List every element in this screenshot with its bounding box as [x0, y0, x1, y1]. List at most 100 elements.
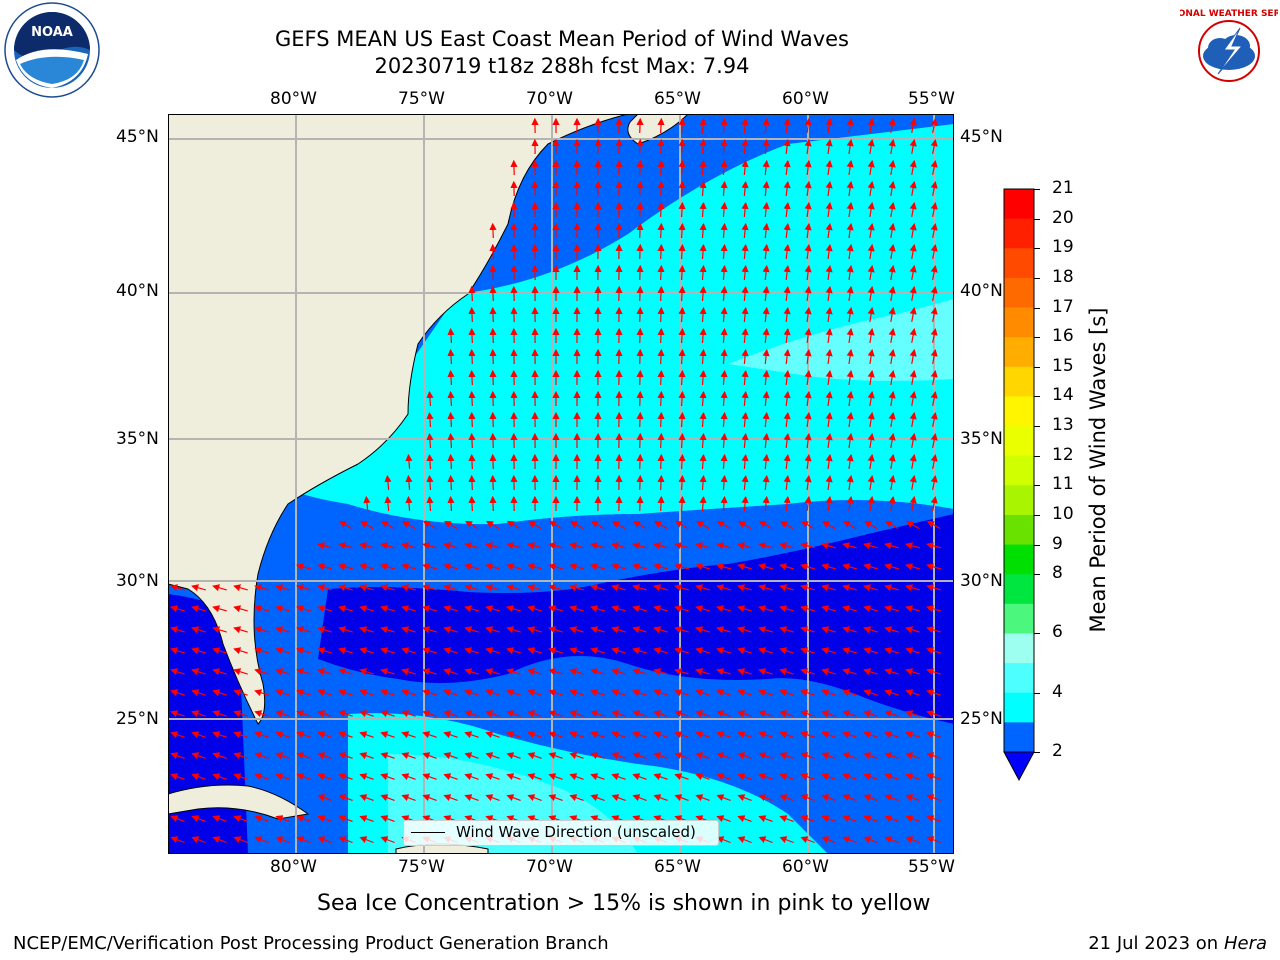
wave-direction-arrow	[275, 605, 290, 613]
wave-direction-arrow	[779, 773, 794, 781]
wave-direction-arrow	[821, 752, 836, 760]
wave-direction-arrow	[275, 626, 290, 634]
wave-direction-arrow	[779, 731, 794, 739]
wave-direction-arrow	[699, 138, 707, 155]
wave-direction-arrow	[317, 626, 332, 634]
wave-direction-arrow	[254, 668, 269, 676]
colorbar-band	[1004, 455, 1034, 486]
wave-direction-arrow	[926, 794, 941, 802]
wave-direction-arrow	[632, 773, 647, 781]
wave-direction-arrow	[720, 222, 728, 239]
wave-direction-arrow	[779, 752, 794, 760]
wave-direction-arrow	[468, 369, 476, 386]
wave-direction-arrow	[212, 731, 227, 739]
wave-direction-arrow	[548, 542, 563, 550]
wave-direction-arrow	[909, 285, 917, 301]
lat-tick-right-45n: 45°N	[960, 127, 1003, 147]
lat-tick-left-40n: 40°N	[116, 281, 159, 301]
wave-direction-arrow	[233, 731, 248, 739]
wave-direction-arrow	[191, 815, 206, 823]
wave-direction-arrow	[825, 201, 833, 218]
wave-direction-arrow	[590, 710, 605, 718]
wave-direction-arrow	[888, 390, 896, 407]
wave-direction-arrow	[212, 815, 227, 823]
wave-direction-arrow	[380, 836, 395, 844]
wave-direction-arrow	[254, 815, 269, 823]
wave-direction-arrow	[825, 285, 833, 302]
wave-direction-arrow	[632, 668, 647, 676]
wave-direction-arrow	[338, 668, 353, 676]
wave-direction-arrow	[233, 752, 248, 760]
wave-direction-arrow	[867, 411, 875, 428]
wave-direction-arrow	[863, 773, 878, 781]
wave-direction-arrow	[653, 563, 668, 571]
wave-direction-arrow	[254, 626, 269, 634]
wave-direction-arrow	[443, 605, 458, 613]
wave-direction-arrow	[489, 348, 497, 365]
wave-direction-arrow	[825, 117, 833, 134]
wave-direction-arrow	[527, 731, 542, 739]
wave-direction-arrow	[447, 474, 455, 491]
wave-direction-arrow	[191, 773, 206, 781]
wave-direction-arrow	[867, 138, 875, 155]
wave-direction-arrow	[678, 327, 686, 344]
wave-direction-arrow	[695, 710, 710, 718]
wave-direction-arrow	[548, 520, 563, 530]
wave-direction-arrow	[720, 201, 728, 218]
wave-direction-arrow	[527, 520, 542, 530]
wave-direction-arrow	[443, 668, 458, 676]
wave-direction-arrow	[762, 159, 770, 176]
wave-direction-arrow	[695, 752, 710, 760]
colorbar-band	[1004, 366, 1034, 397]
wave-direction-arrow	[506, 731, 521, 739]
wave-direction-arrow	[905, 542, 920, 550]
wave-direction-arrow	[338, 731, 353, 739]
lon-tick-top-80w: 80°W	[270, 89, 317, 109]
wave-direction-arrow	[821, 626, 836, 634]
wave-direction-arrow	[888, 243, 896, 260]
wave-direction-arrow	[930, 474, 938, 490]
wave-direction-arrow	[359, 668, 374, 676]
wave-direction-arrow	[909, 390, 917, 406]
wave-direction-arrow	[653, 584, 668, 592]
wave-direction-arrow	[783, 138, 791, 155]
wave-direction-arrow	[384, 495, 392, 512]
wave-direction-arrow	[464, 626, 479, 634]
wave-direction-arrow	[548, 626, 563, 634]
wave-direction-arrow	[338, 752, 353, 760]
wave-direction-arrow	[422, 605, 437, 613]
wave-direction-arrow	[888, 138, 896, 155]
wave-direction-arrow	[846, 348, 854, 365]
wave-direction-arrow	[527, 542, 542, 550]
wave-direction-arrow	[821, 794, 836, 802]
wave-direction-arrow	[359, 731, 374, 739]
colorbar-label: Mean Period of Wind Waves [s]	[1086, 307, 1110, 633]
wave-direction-arrow	[695, 542, 710, 550]
wave-direction-arrow	[674, 710, 689, 718]
wave-direction-arrow	[720, 474, 728, 491]
wave-direction-arrow	[657, 201, 665, 218]
wave-direction-arrow	[699, 348, 707, 365]
wave-direction-arrow	[930, 390, 938, 406]
wave-direction-arrow	[338, 563, 353, 571]
wave-direction-arrow	[233, 773, 248, 781]
wave-direction-arrow	[338, 647, 353, 655]
wave-direction-arrow	[674, 563, 689, 571]
wave-direction-arrow	[699, 432, 707, 449]
colorbar-tick-mark	[1034, 277, 1040, 279]
wave-direction-arrow	[170, 605, 185, 613]
wave-direction-arrow	[506, 520, 521, 530]
wave-direction-arrow	[888, 474, 896, 491]
lon-tick-bottom-75w: 75°W	[398, 857, 445, 877]
wave-direction-arrow	[695, 773, 710, 781]
wave-direction-arrow	[233, 815, 248, 823]
wave-direction-arrow	[657, 159, 665, 176]
wave-direction-arrow	[468, 411, 476, 428]
wave-direction-arrow	[762, 180, 770, 197]
wave-direction-arrow	[636, 138, 644, 155]
wave-direction-arrow	[443, 542, 458, 550]
wave-direction-arrow	[737, 584, 752, 592]
wave-direction-arrow	[657, 432, 665, 449]
wave-direction-arrow	[909, 222, 917, 238]
wave-direction-arrow	[212, 773, 227, 781]
